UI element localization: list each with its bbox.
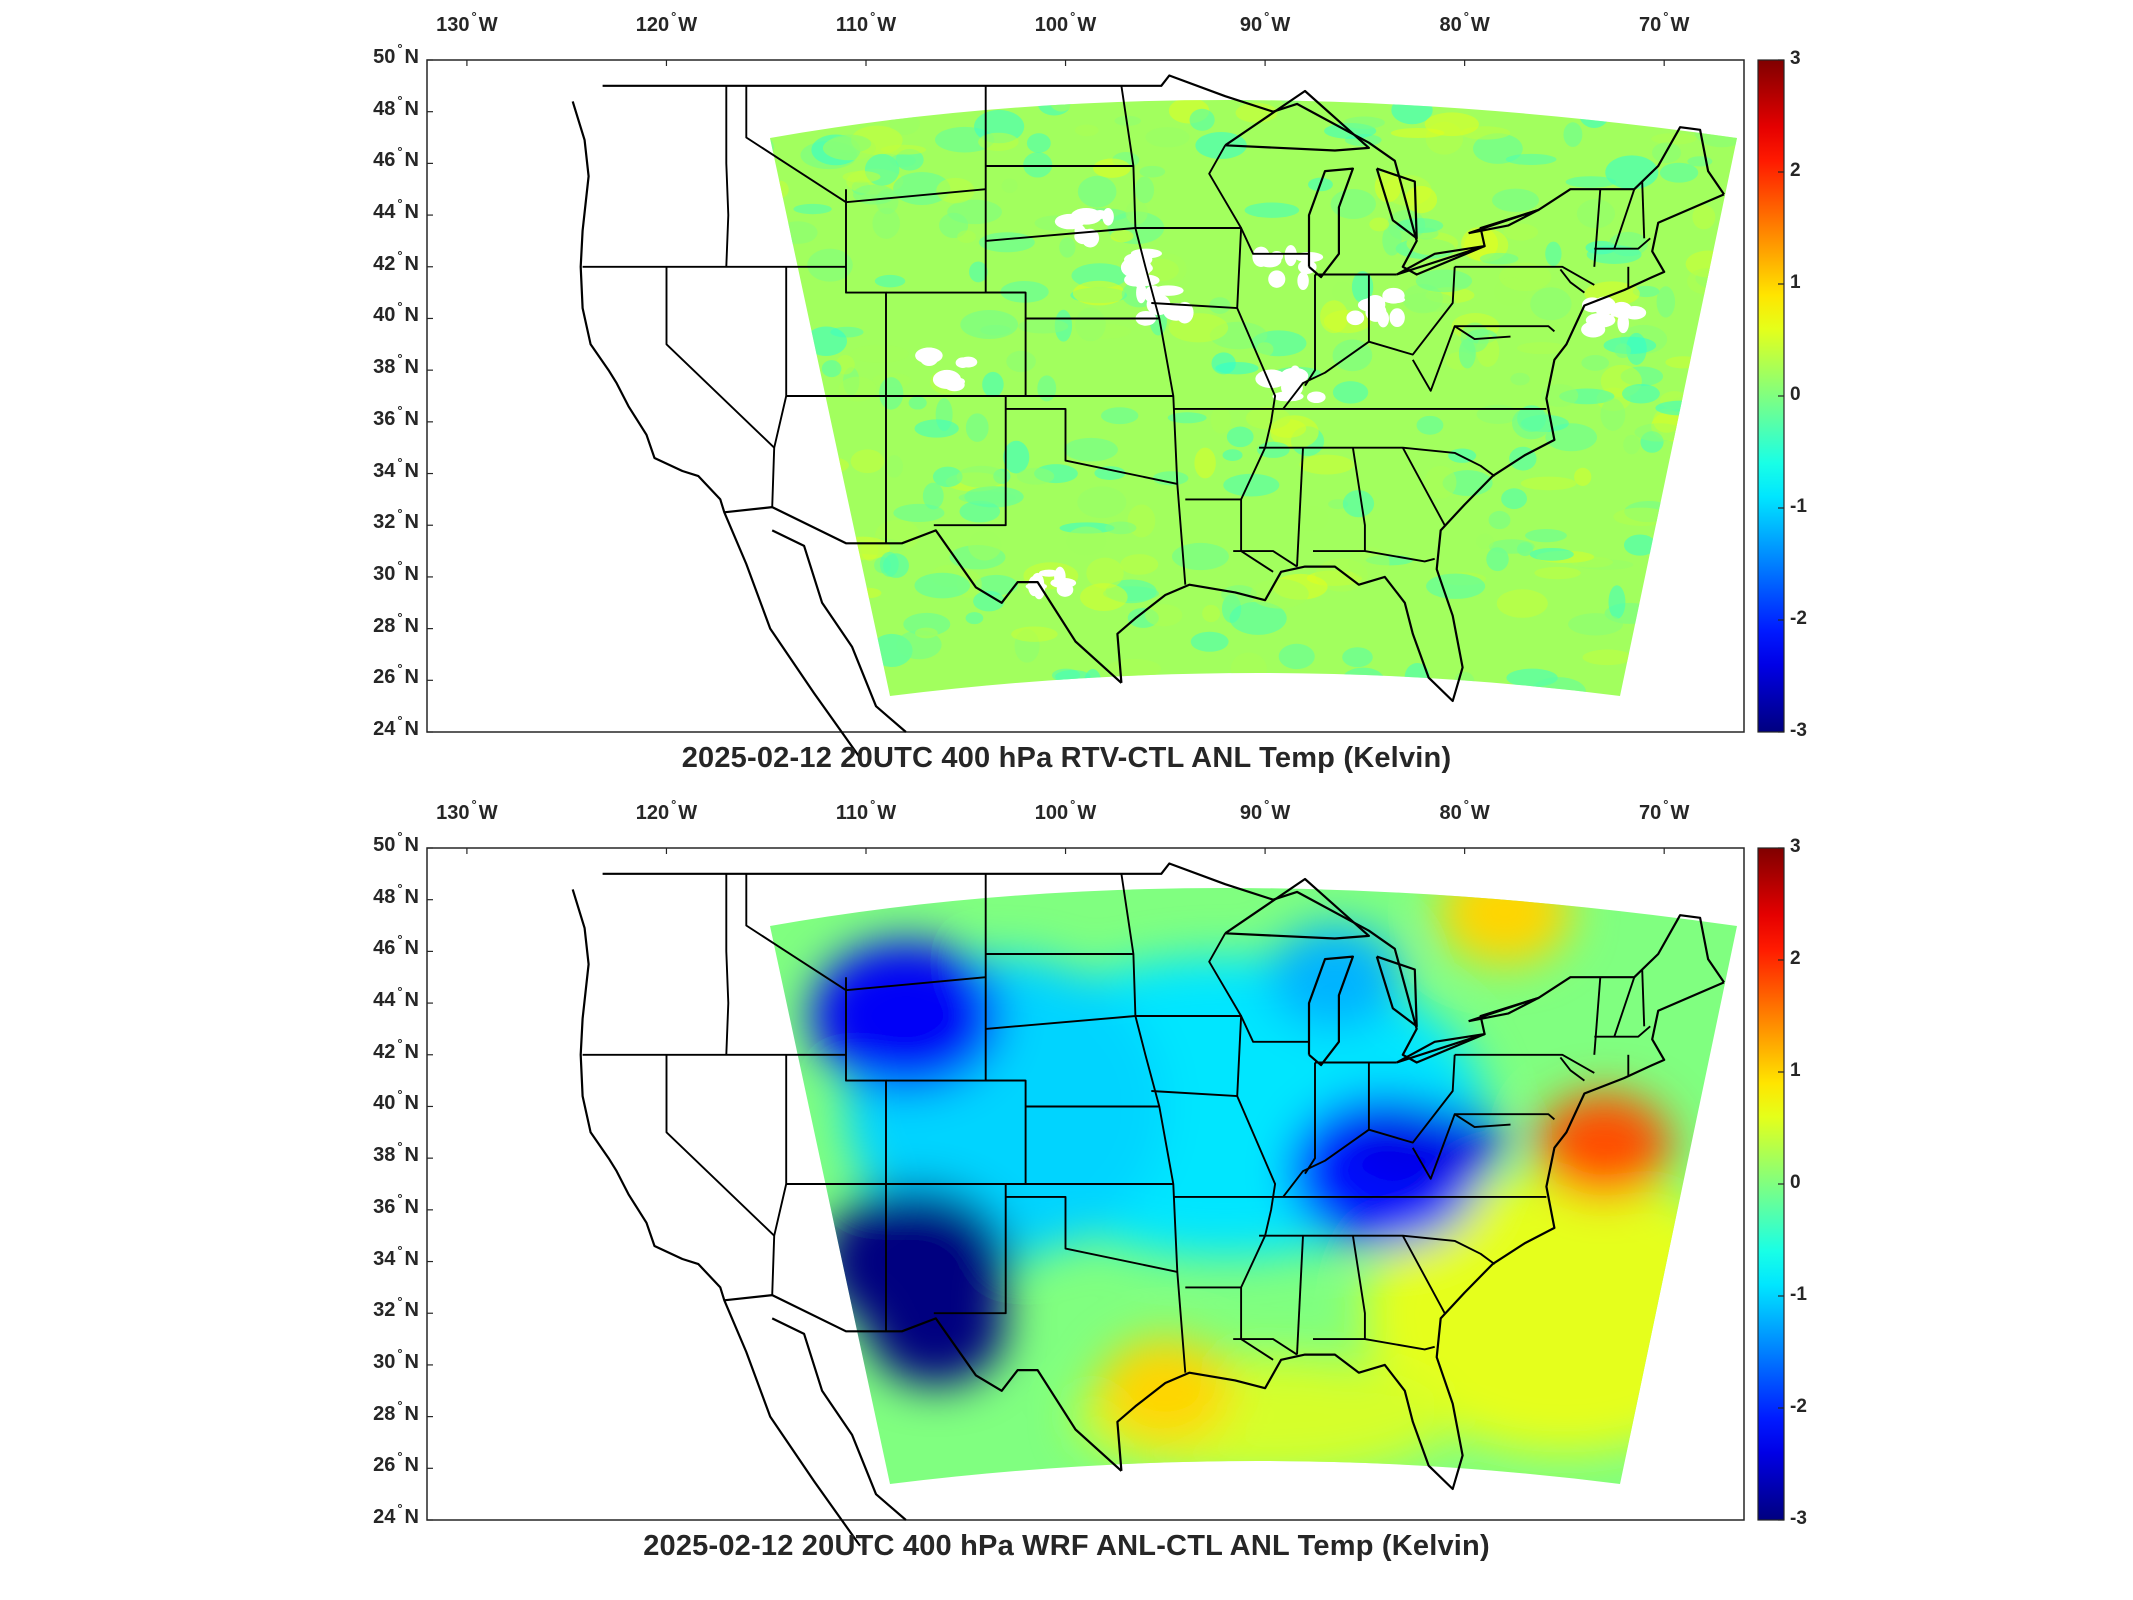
latitude-label: 34 ° N — [373, 454, 419, 482]
latitude-label: 24 ° N — [373, 1501, 419, 1528]
colorbar-tick-label: -2 — [1790, 608, 1807, 629]
colorbar-tick-label: 1 — [1790, 272, 1801, 293]
latitude-label: 38 ° N — [373, 1139, 419, 1167]
latitude-label: 44 ° N — [373, 196, 419, 224]
latitude-label: 36 ° N — [373, 1190, 419, 1218]
longitude-label: 110 ° W — [835, 9, 897, 36]
longitude-label: 90 ° W — [1239, 797, 1291, 824]
latitude-label: 44 ° N — [373, 984, 419, 1012]
colorbar-tick-label: 2 — [1790, 948, 1801, 969]
latitude-label: 28 ° N — [373, 1397, 419, 1425]
latitude-label: 40 ° N — [373, 299, 419, 327]
colorbar-tick-label: -3 — [1790, 720, 1807, 741]
latitude-label: 30 ° N — [373, 557, 419, 585]
longitude-label: 70 ° W — [1639, 797, 1690, 824]
panel-title-bottom: 2025-02-12 20UTC 400 hPa WRF ANL-CTL ANL… — [643, 1530, 1490, 1562]
latitude-label: 48 ° N — [373, 92, 419, 120]
latitude-label: 40 ° N — [373, 1087, 419, 1115]
longitude-label: 90 ° W — [1239, 9, 1291, 36]
latitude-label: 32 ° N — [373, 506, 419, 534]
latitude-label: 50 ° N — [373, 41, 419, 68]
latitude-label: 38 ° N — [373, 351, 419, 379]
boundaries — [571, 74, 1725, 759]
longitude-label: 120 ° W — [635, 9, 698, 36]
colorbar-tick-label: -2 — [1790, 1396, 1807, 1417]
latitude-label: 36 ° N — [373, 402, 419, 430]
latitude-label: 32 ° N — [373, 1294, 419, 1322]
panel-title-top: 2025-02-12 20UTC 400 hPa RTV-CTL ANL Tem… — [681, 742, 1452, 774]
longitude-label: 120 ° W — [635, 797, 698, 824]
longitude-label: 80 ° W — [1439, 9, 1490, 36]
colorbar-tick-label: 3 — [1790, 48, 1801, 69]
longitude-label: 110 ° W — [835, 797, 897, 824]
colorbar-tick-label: -1 — [1790, 1284, 1807, 1305]
latitude-label: 42 ° N — [373, 247, 419, 275]
latitude-label: 46 ° N — [373, 932, 419, 960]
latitude-label: 42 ° N — [373, 1035, 419, 1063]
latitude-label: 28 ° N — [373, 609, 419, 637]
latitude-label: 46 ° N — [373, 144, 419, 172]
latitude-label: 24 ° N — [373, 713, 419, 740]
longitude-label: 100 ° W — [1034, 9, 1097, 36]
longitude-label: 70 ° W — [1639, 9, 1690, 36]
longitude-label: 100 ° W — [1034, 797, 1097, 824]
latitude-label: 34 ° N — [373, 1242, 419, 1270]
map-panel-top — [426, 59, 1785, 759]
longitude-label: 80 ° W — [1439, 797, 1490, 824]
latitude-label: 26 ° N — [373, 1449, 419, 1477]
colorbar-tick-label: -1 — [1790, 496, 1807, 517]
longitude-label: 130 ° W — [436, 9, 498, 36]
colorbar-tick-label: 0 — [1790, 384, 1801, 405]
colorbar-tick-label: 2 — [1790, 160, 1801, 181]
colorbar-tick-label: 3 — [1790, 836, 1801, 857]
latitude-label: 48 ° N — [373, 880, 419, 908]
boundaries — [571, 862, 1725, 1547]
longitude-label: 130 ° W — [436, 797, 498, 824]
colorbar-tick-label: 0 — [1790, 1172, 1801, 1193]
colorbar-tick-label: -3 — [1790, 1508, 1807, 1529]
latitude-label: 26 ° N — [373, 661, 419, 689]
latitude-label: 30 ° N — [373, 1345, 419, 1373]
latitude-label: 50 ° N — [373, 829, 419, 856]
colorbar-tick-label: 1 — [1790, 1060, 1801, 1081]
map-panel-bottom — [426, 847, 1785, 1547]
